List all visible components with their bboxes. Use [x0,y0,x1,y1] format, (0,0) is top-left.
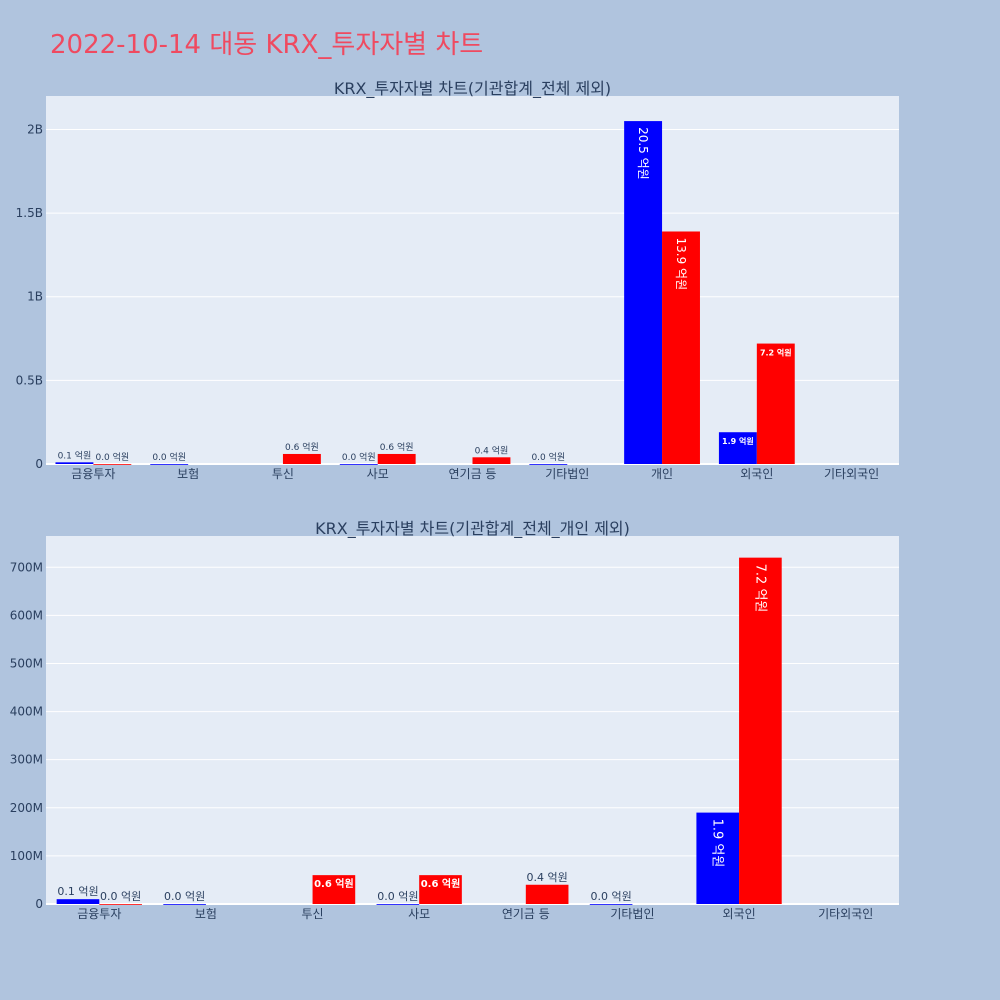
bar [696,812,740,904]
bar [529,464,568,465]
x-tick-label: 기타외국인 [824,467,879,481]
bar-label: 7.2 억원 [752,564,767,613]
bar-label: 0.6 억원 [421,877,461,890]
x-tick-label: 금융투자 [77,907,121,921]
y-tick-label: 1.5B [16,206,43,220]
bar [662,231,700,464]
x-tick-label: 외국인 [740,467,773,481]
page-title: 2022-10-14 대동 KRX_투자자별 차트 [50,30,484,60]
bar-label: 0.1 억원 [57,885,98,898]
y-tick-label: 0 [35,897,43,911]
bar-label: 0.0 억원 [531,451,565,463]
bar-label: 0.0 억원 [95,451,129,463]
bar [589,904,633,905]
bar [376,904,420,905]
y-tick-label: 200M [10,801,43,815]
x-tick-label: 보험 [195,907,217,921]
bar-label-group: 13.9 억원 [674,237,688,290]
bar-label: 7.2 억원 [760,348,792,358]
bar-label: 0.6 억원 [380,441,414,453]
bar-label-group: 1.9 억원 [710,819,725,868]
bar-label: 1.9 억원 [710,819,725,868]
bar-label: 13.9 억원 [674,237,688,290]
bar [339,464,378,465]
bar-label: 0.4 억원 [475,444,509,456]
bar-label: 0.0 억원 [152,451,186,463]
bar-label: 0.0 억원 [164,890,205,903]
bar-label: 0.0 억원 [342,451,376,463]
x-tick-label: 금융투자 [71,467,115,481]
y-tick-label: 0 [35,457,43,471]
x-tick-label: 사모 [367,467,389,481]
y-tick-label: 2B [27,122,43,136]
bar [56,899,100,904]
x-tick-label: 외국인 [723,907,756,921]
bar [93,464,132,465]
x-tick-label: 개인 [651,467,673,481]
bar [756,343,795,464]
x-tick-label: 기타법인 [545,467,589,481]
y-tick-label: 400M [10,705,43,719]
x-tick-label: 보험 [177,467,199,481]
bar [163,904,206,905]
y-tick-label: 300M [10,753,43,767]
bar-label: 20.5 억원 [636,127,650,180]
bar-label-group: 20.5 억원 [636,127,650,180]
x-tick-label: 기타외국인 [818,907,873,921]
bar [718,432,757,464]
bar-label: 0.0 억원 [590,890,631,903]
bar-label-group: 7.2 억원 [752,564,767,613]
bar-label: 0.1 억원 [58,449,92,461]
bar [624,121,663,464]
bar [419,875,462,904]
bar [99,904,142,905]
chart-title: KRX_투자자별 차트(기관합계_전체 제외) [334,79,611,99]
x-tick-label: 연기금 등 [449,467,497,481]
bar-label: 0.6 억원 [314,877,354,890]
bar [525,884,569,904]
y-tick-label: 700M [10,560,43,574]
bar [377,453,416,464]
bar [312,875,356,904]
y-tick-label: 500M [10,656,43,670]
bar [739,557,782,904]
y-tick-label: 100M [10,849,43,863]
bar-label: 0.0 억원 [377,890,418,903]
chart-title: KRX_투자자별 차트(기관합계_전체_개인 제외) [315,519,630,539]
chart-overall: 0 0.5B 1B 1.5B 2B KRX_투자자별 차트(기관합계_전체 제외) 금융투자… [16,79,899,481]
y-tick-label: 1B [27,290,43,304]
x-tick-label: 투신 [302,907,324,921]
bar-label: 1.9 억원 [722,436,754,446]
bar [472,457,511,464]
y-tick-label: 0.5B [16,373,43,387]
bar-label: 0.4 억원 [527,871,568,884]
bar [150,464,189,465]
bar-label: 0.6 억원 [285,441,319,453]
bar [55,462,94,464]
bar [282,453,321,464]
x-tick-label: 투신 [272,467,294,481]
x-tick-label: 기타법인 [610,907,654,921]
y-tick-label: 600M [10,608,43,622]
bar-label: 0.0 억원 [100,890,141,903]
x-tick-label: 연기금 등 [502,907,550,921]
x-tick-label: 사모 [408,907,430,921]
